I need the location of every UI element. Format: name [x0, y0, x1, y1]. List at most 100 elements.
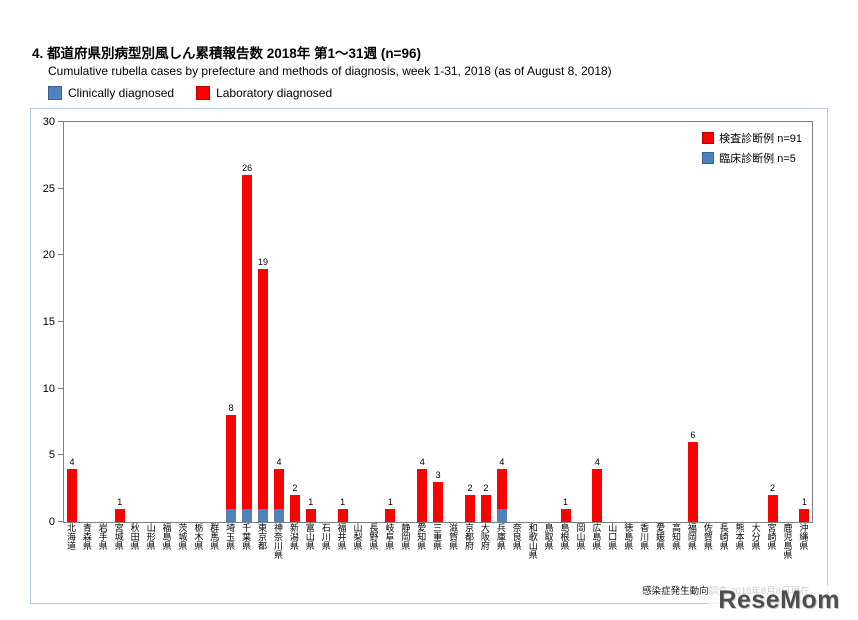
x-axis-label: 福岡県: [686, 523, 697, 550]
bar-column: [398, 122, 414, 522]
x-axis-label: 宮崎県: [766, 523, 777, 550]
bar-column: 6: [685, 122, 701, 522]
x-axis-label: 徳島県: [623, 523, 634, 550]
bar-laboratory: [687, 442, 698, 522]
inner-legend-laboratory-row: 検査診断例 n=91: [702, 130, 802, 146]
bar-laboratory: [799, 508, 810, 522]
x-axis-labels: 北海道 青森県 岩手県 宮城県 秋田県 山形県 福島県 茨城県 栃木県 群馬県 埼玉県 千葉県 東京都神…: [63, 523, 811, 595]
bar-clinical: [496, 508, 507, 522]
x-axis-label: 栃木県: [193, 523, 204, 550]
bar-column: [207, 122, 223, 522]
bar-column: [749, 122, 765, 522]
bar-column: [319, 122, 335, 522]
x-axis-label: 石川県: [320, 523, 331, 550]
bar-value-label: 2: [770, 483, 776, 494]
x-axis-label: 大分県: [750, 523, 761, 550]
bar-column: 2: [478, 122, 494, 522]
bar-column: [80, 122, 96, 522]
y-tick-mark: [58, 254, 63, 256]
bar-column: [637, 122, 653, 522]
bar-column: [669, 122, 685, 522]
x-axis-label: 青森県: [81, 523, 92, 550]
watermark-logo: ReseMom: [708, 585, 850, 618]
bar-column: 26: [239, 122, 255, 522]
bar-column: [605, 122, 621, 522]
bar-column: 3: [430, 122, 446, 522]
bar-column: [780, 122, 796, 522]
x-axis-label: 茨城県: [177, 523, 188, 550]
x-axis-label: 和歌山県: [527, 523, 538, 559]
legend-laboratory-swatch-icon: [196, 86, 211, 100]
x-axis-label: 岐阜県: [384, 523, 395, 550]
bar-value-label: 2: [467, 483, 473, 494]
bar-column: [144, 122, 160, 522]
y-tick-mark: [58, 521, 63, 522]
x-axis-label: 宮城県: [113, 523, 124, 550]
chart-frame: 4 1 8 26 19 4 2 1 1 1 4 3 2 2 4 1 4 6 2 1 0 5 10 15 20 25 30 検査診断…: [30, 108, 828, 604]
x-axis-label: 鳥取県: [543, 523, 554, 550]
bar-column: 8: [223, 122, 239, 522]
y-tick-mark: [58, 387, 63, 389]
x-axis-label: 兵庫県: [495, 523, 506, 550]
bar-column: 1: [112, 122, 128, 522]
bar-laboratory: [385, 508, 396, 522]
bar-column: 1: [796, 122, 812, 522]
x-axis-label: 奈良県: [511, 523, 522, 550]
bar-column: [128, 122, 144, 522]
bar-value-label: 1: [563, 496, 569, 507]
bar-column: 1: [335, 122, 351, 522]
bar-column: 4: [494, 122, 510, 522]
bar-column: 4: [414, 122, 430, 522]
x-axis-label: 三重県: [432, 523, 443, 550]
bar-laboratory: [289, 495, 300, 522]
bar-column: 19: [255, 122, 271, 522]
page-title: 4. 都道府県別病型別風しん累積報告数 2018年 第1～31週 (n=96): [32, 46, 421, 61]
bar-value-label: 1: [387, 496, 393, 507]
x-axis-label: 大阪府: [479, 523, 490, 550]
inner-legend-laboratory-swatch-icon: [702, 132, 715, 144]
bar-column: [526, 122, 542, 522]
y-tick-label: 25: [42, 182, 55, 195]
bar-value-label: 1: [340, 496, 346, 507]
bar-laboratory: [433, 482, 444, 522]
bar-column: [717, 122, 733, 522]
bar-column: [367, 122, 383, 522]
y-tick-label: 15: [42, 316, 55, 328]
bar-laboratory: [114, 508, 125, 522]
bar-column: 2: [462, 122, 478, 522]
x-axis-label: 岩手県: [97, 523, 108, 550]
x-axis-label: 埼玉県: [225, 523, 236, 550]
bar-column: [621, 122, 637, 522]
bar-column: [191, 122, 207, 522]
bar-laboratory: [258, 268, 269, 509]
x-axis-label: 新潟県: [288, 523, 299, 550]
bar-clinical: [273, 508, 284, 522]
bar-column: [574, 122, 590, 522]
bar-value-label: 3: [435, 470, 441, 480]
bar-value-label: 1: [117, 496, 123, 507]
legend-clinical-label: Clinically diagnosed: [68, 86, 175, 100]
bar-column: 4: [589, 122, 605, 522]
bar-column: [510, 122, 526, 522]
bar-laboratory: [560, 508, 571, 522]
x-axis-label: 岡山県: [575, 523, 586, 550]
bar-column: [446, 122, 462, 522]
x-axis-label: 山形県: [145, 523, 156, 550]
bar-column: [351, 122, 367, 522]
x-axis-label: 千葉県: [241, 523, 252, 550]
x-axis-label: 富山県: [304, 523, 315, 550]
inner-legend-clinical-label: 臨床診断例 n=5: [719, 153, 796, 165]
bar-column: 1: [303, 122, 319, 522]
y-tick-mark: [58, 454, 63, 456]
bar-laboratory: [305, 508, 316, 522]
y-tick-mark: [58, 187, 63, 189]
bar-laboratory: [592, 468, 603, 522]
bar-column: [733, 122, 749, 522]
bar-clinical: [242, 508, 253, 522]
bar-laboratory: [465, 495, 475, 522]
x-axis-label: 沖縄県: [798, 523, 809, 550]
y-tick-mark: [58, 121, 63, 122]
bar-laboratory: [480, 495, 491, 522]
bar-value-label: 1: [308, 496, 314, 507]
bar-column: [160, 122, 176, 522]
